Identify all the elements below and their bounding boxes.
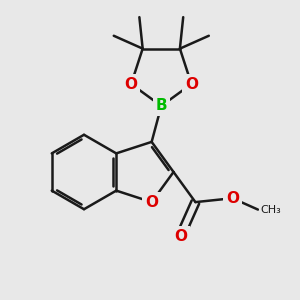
Text: O: O — [174, 229, 187, 244]
Text: O: O — [125, 76, 138, 92]
Text: O: O — [145, 195, 158, 210]
Text: O: O — [185, 76, 198, 92]
Text: O: O — [226, 191, 239, 206]
Text: B: B — [155, 98, 167, 113]
Text: CH₃: CH₃ — [261, 205, 281, 214]
